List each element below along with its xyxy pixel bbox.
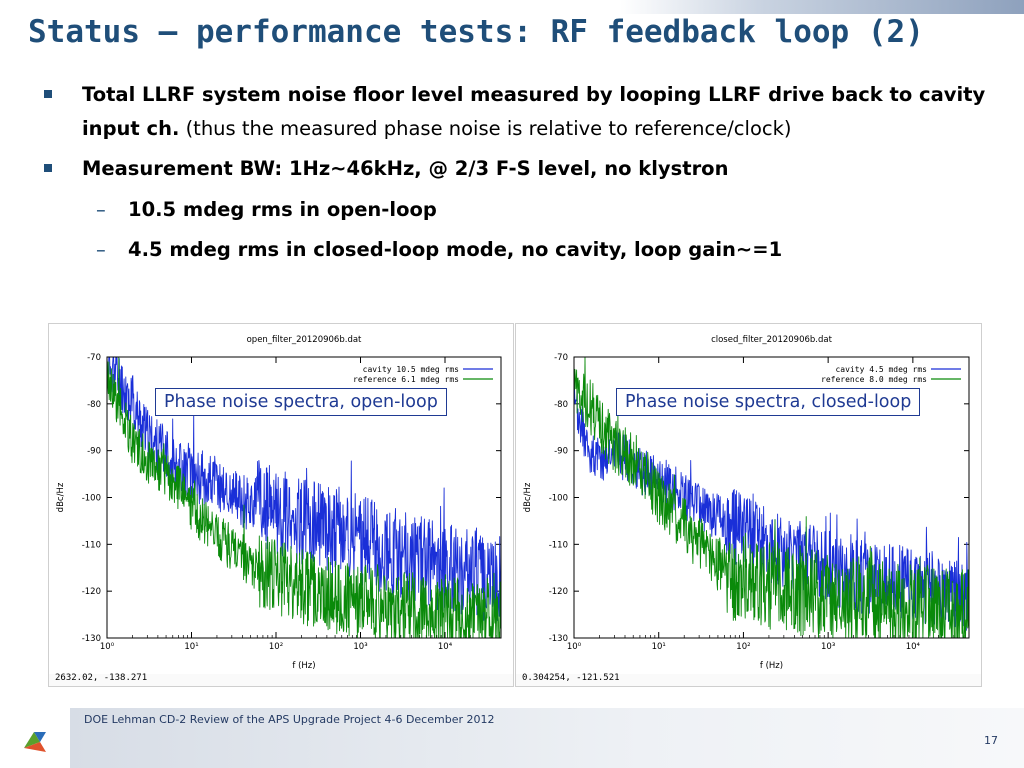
x-tick-label: 10⁴	[906, 642, 921, 652]
top-decoration-bar	[620, 0, 1024, 14]
subbullet-1: –10.5 mdeg rms in open-loop	[44, 193, 1004, 227]
square-bullet-icon	[44, 90, 52, 98]
y-tick-label: -110	[549, 540, 568, 550]
open-loop-chart: open_filter_20120906b.dat -70 -80 -90 -100 -1…	[49, 324, 513, 674]
dash-bullet-icon: –	[96, 238, 106, 261]
x-axis-label: f (Hz)	[760, 661, 783, 671]
open-loop-annotation: Phase noise spectra, open-loop	[155, 388, 447, 416]
x-tick-label: 10²	[269, 642, 283, 652]
plot-frame	[573, 356, 970, 639]
chart-title: closed_filter_20120906b.dat	[711, 335, 833, 345]
bullet-1-bold: Total LLRF system noise floor level meas…	[82, 83, 986, 140]
closed-loop-annotation: Phase noise spectra, closed-loop	[616, 388, 921, 416]
page-number: 17	[984, 734, 998, 747]
plot-status-readout: 2632.02, -138.271	[55, 673, 148, 683]
x-axis-label: f (Hz)	[292, 661, 315, 671]
dash-bullet-icon: –	[96, 198, 106, 221]
open-loop-plot-panel: open_filter_20120906b.dat -70 -80 -90 -100 -1…	[48, 323, 514, 687]
x-tick-label: 10²	[736, 642, 750, 652]
plot-frame	[106, 356, 502, 639]
legend-label: reference 8.0 mdeg rms	[821, 375, 927, 384]
legend-label: cavity 4.5 mdeg rms	[835, 365, 927, 374]
slide-title: Status – performance tests: RF feedback …	[28, 14, 924, 50]
y-tick-label: -70	[554, 353, 568, 363]
x-tick-label: 10³	[353, 642, 367, 652]
y-tick-label: -70	[87, 353, 101, 363]
series-line	[106, 356, 502, 622]
subbullet-1-text: 10.5 mdeg rms in open-loop	[128, 198, 437, 221]
x-tick-label: 10¹	[184, 642, 198, 652]
x-tick-label: 10¹	[652, 642, 666, 652]
y-tick-label: -120	[549, 587, 568, 597]
closed-loop-plot-panel: closed_filter_20120906b.dat -70 -80 -90 -100…	[515, 323, 982, 687]
legend-label: reference 6.1 mdeg rms	[353, 375, 459, 384]
footer-band	[70, 708, 1024, 768]
argonne-logo-icon	[24, 732, 46, 752]
series-line	[106, 356, 502, 639]
chart-title: open_filter_20120906b.dat	[247, 335, 362, 345]
y-tick-label: -90	[87, 447, 101, 457]
y-tick-label: -90	[554, 447, 568, 457]
x-tick-label: 10⁴	[438, 642, 453, 652]
bullet-1-normal: (thus the measured phase noise is relati…	[179, 117, 792, 140]
y-tick-label: -80	[87, 400, 101, 410]
y-tick-label: -130	[549, 634, 568, 644]
y-tick-label: -80	[554, 400, 568, 410]
plot-status-readout: 0.304254, -121.521	[522, 673, 620, 683]
bullet-1: Total LLRF system noise floor level meas…	[44, 78, 1004, 146]
subbullet-2-text: 4.5 mdeg rms in closed-loop mode, no cav…	[128, 238, 783, 261]
x-tick-label: 10⁰	[567, 642, 582, 652]
closed-loop-chart: closed_filter_20120906b.dat -70 -80 -90 -100…	[516, 324, 981, 674]
y-tick-label: -130	[82, 634, 101, 644]
y-tick-label: -100	[82, 494, 101, 504]
subbullet-2: –4.5 mdeg rms in closed-loop mode, no ca…	[44, 233, 1004, 267]
y-axis-label: dBc/Hz	[56, 482, 66, 512]
y-tick-label: -110	[82, 540, 101, 550]
y-tick-label: -100	[549, 494, 568, 504]
x-tick-label: 10³	[821, 642, 835, 652]
x-tick-label: 10⁰	[100, 642, 115, 652]
bullet-2: Measurement BW: 1Hz~46kHz, @ 2/3 F-S lev…	[44, 152, 1004, 186]
legend-label: cavity 10.5 mdeg rms	[363, 365, 460, 374]
square-bullet-icon	[44, 164, 52, 172]
y-axis-label: dBc/Hz	[523, 482, 533, 512]
y-tick-label: -120	[82, 587, 101, 597]
bullet-2-bold: Measurement BW: 1Hz~46kHz, @ 2/3 F-S lev…	[82, 157, 729, 180]
bullet-list: Total LLRF system noise floor level meas…	[44, 78, 1004, 267]
footer-text: DOE Lehman CD-2 Review of the APS Upgrad…	[84, 713, 495, 726]
